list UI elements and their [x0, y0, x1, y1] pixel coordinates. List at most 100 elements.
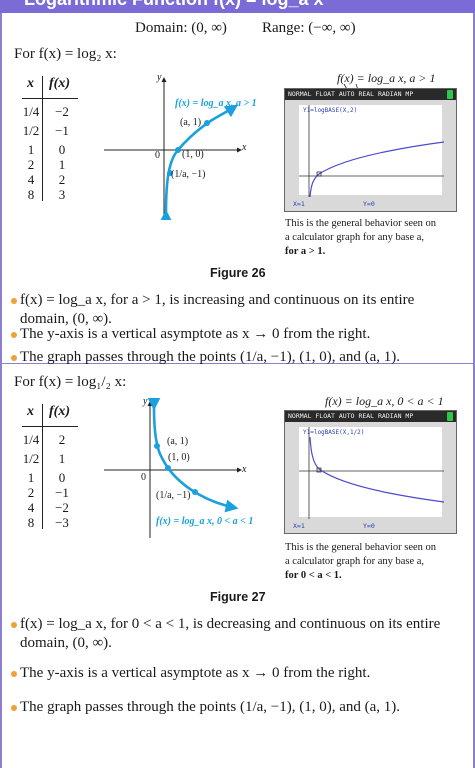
point-inv-a-label: (1/a, −1): [156, 490, 191, 501]
point-inv-a: [192, 489, 198, 495]
point-inv-a: [167, 170, 173, 176]
bullet-item: The y-axis is a vertical asymptote as x …: [11, 664, 460, 683]
calc-readout-y: Y=0: [363, 522, 375, 530]
calc-caption-line: This is the general behavior seen on: [285, 218, 437, 229]
calc-caption-line: for 0 < a < 1.: [285, 570, 342, 581]
calc-curve: [309, 141, 444, 197]
figure-27-panel: [0, 364, 475, 768]
calc-plot-area: Y1=logBASE(X,2): [299, 105, 444, 197]
calc-plot-area: Y1=logBASE(X,1/2): [299, 427, 444, 519]
table-y-cell: 1: [58, 157, 66, 172]
point-1-0: [165, 465, 171, 471]
calc-caption-line: This is the general behavior seen on: [285, 542, 437, 553]
section-header: Logarithmic Function f(x) = log_a x: [0, 0, 475, 13]
log-curve: [147, 398, 239, 513]
table-x-header: x: [27, 76, 34, 91]
bullet-dot-icon: [11, 671, 17, 677]
calc-readout-x: X=1: [293, 522, 305, 530]
table-x-cell: 2: [27, 485, 35, 500]
curve-label: f(x) = log_a x, a > 1: [175, 98, 257, 109]
table-x-cell: 1/4: [22, 432, 40, 447]
curve-label: f(x) = log_a x, 0 < a < 1: [156, 516, 254, 527]
x-axis-label: x: [242, 464, 247, 475]
bullet-dot-icon: [11, 622, 17, 628]
table-x-cell: 1/4: [22, 104, 40, 119]
table-y-cell: 2: [58, 172, 66, 187]
point-1-0-label: (1, 0): [168, 452, 190, 463]
bullet-dot-icon: [11, 355, 17, 361]
x-axis-label: x: [242, 142, 247, 153]
calc-caption-line: a calculator graph for any base a,: [285, 556, 425, 567]
calc-plot: [299, 427, 444, 519]
figure-26-label: Figure 26: [210, 266, 266, 280]
table-y-cell: −3: [55, 515, 69, 530]
bullet-dot-icon: [11, 705, 17, 711]
table-y-cell: −2: [55, 104, 69, 119]
point-a-1-label: (a, 1): [180, 117, 202, 128]
range-text: Range: (−∞, ∞): [262, 20, 356, 36]
bullet-item: The y-axis is a vertical asymptote as x …: [11, 325, 460, 344]
calc-caption-line: a calculator graph for any base a,: [285, 232, 425, 243]
calc-trace-cursor: [316, 171, 322, 177]
table-y-cell: −1: [55, 485, 69, 500]
table-x-cell: 8: [27, 187, 35, 202]
table-y-cell: 1: [58, 451, 66, 466]
y-axis-label: y: [143, 396, 148, 407]
table-y-cell: 0: [58, 470, 66, 485]
point-a-1-label: (a, 1): [167, 436, 189, 447]
table-x-cell: 1/2: [22, 123, 40, 138]
table-x-cell: 8: [27, 515, 35, 530]
section2-log-graph: [104, 398, 242, 538]
table-header-rule: [22, 426, 78, 427]
section1-log-graph: [104, 77, 242, 220]
calc-status-bar: NORMAL FLOAT AUTO REAL RADIAN MP: [285, 89, 456, 100]
table-x-cell: 1: [27, 142, 35, 157]
table-fx-header: f(x): [49, 404, 70, 419]
calc-status-bar: NORMAL FLOAT AUTO REAL RADIAN MP: [285, 411, 456, 422]
table-divider: [42, 76, 43, 201]
y-axis-label: y: [157, 72, 162, 83]
calculator-screen: NORMAL FLOAT AUTO REAL RADIAN MP Y1=logB…: [284, 88, 457, 212]
bullet-item: f(x) = log_a x, for 0 < a < 1, is decrea…: [11, 615, 460, 653]
point-inv-a-label: (1/a, −1): [171, 169, 206, 180]
section2-intro: For f(x) = log₁/₂ x:: [14, 374, 127, 390]
table-divider: [42, 404, 43, 529]
point-a-1: [154, 443, 160, 449]
calculator-screen: NORMAL FLOAT AUTO REAL RADIAN MP Y1=logB…: [284, 410, 457, 534]
bullet-dot-icon: [11, 332, 17, 338]
table-y-cell: 0: [58, 142, 66, 157]
table-y-cell: 3: [58, 187, 66, 202]
calc-curve: [309, 436, 444, 503]
calc-trace-cursor: [316, 467, 322, 473]
figure-27-label: Figure 27: [210, 590, 266, 604]
table-x-cell: 1/2: [22, 451, 40, 466]
table-x-cell: 4: [27, 500, 35, 515]
calc-status-text: NORMAL FLOAT AUTO REAL RADIAN MP: [288, 90, 414, 98]
origin-label: 0: [155, 150, 160, 161]
bullet-item: The graph passes through the points (1/a…: [11, 698, 460, 717]
point-1-0-label: (1, 0): [182, 149, 204, 160]
calc-equation: Y1=logBASE(X,2): [303, 107, 358, 114]
table-x-header: x: [27, 404, 34, 419]
section2-value-table: x f(x) 1/4 2 1/2 1 1 0 2 −1 4 −2 8 −3: [22, 404, 82, 534]
calc-title-label: f(x) = log_a x, a > 1: [337, 71, 436, 85]
calc-readout-y: Y=0: [363, 200, 375, 208]
section1-intro: For f(x) = log₂ x:: [14, 46, 117, 62]
bullet-item: The graph passes through the points (1/a…: [11, 348, 460, 367]
bullet-item: f(x) = log_a x, for a > 1, is increasing…: [11, 291, 460, 329]
calc-readout-x: X=1: [293, 200, 305, 208]
table-y-cell: 2: [58, 432, 66, 447]
figure-26-panel: [0, 13, 475, 364]
domain-text: Domain: (0, ∞): [135, 20, 227, 36]
bullet-dot-icon: [11, 298, 17, 304]
calc-plot: [299, 105, 444, 197]
table-y-cell: −2: [55, 500, 69, 515]
point-a-1: [204, 120, 210, 126]
battery-icon: [447, 412, 453, 421]
calc-equation: Y1=logBASE(X,1/2): [303, 429, 365, 436]
table-x-cell: 4: [27, 172, 35, 187]
calc-caption-line: for a > 1.: [285, 246, 326, 257]
point-1-0: [175, 147, 181, 153]
header-title: Logarithmic Function f(x) = log_a x: [24, 0, 324, 9]
table-x-cell: 1: [27, 470, 35, 485]
